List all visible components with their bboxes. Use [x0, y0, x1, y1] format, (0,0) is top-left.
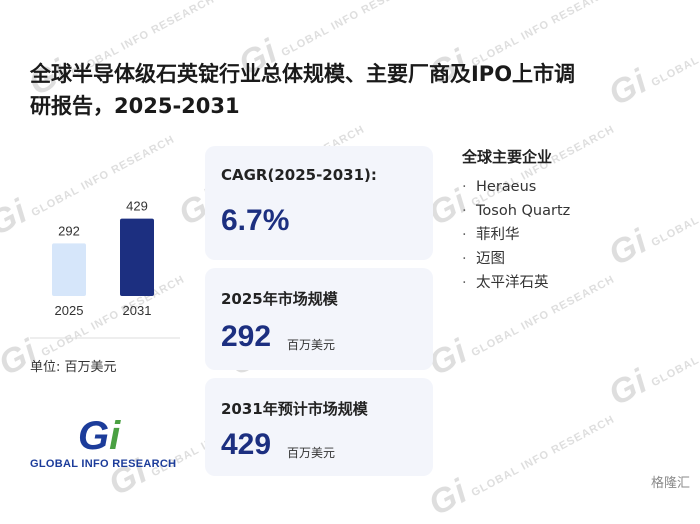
- companies-heading: 全球主要企业: [462, 148, 553, 166]
- page-title: 全球半导体级石英锭行业总体规模、主要厂商及IPO上市调 研报告，2025-203…: [30, 58, 670, 122]
- company-logo: Gi GLOBAL INFO RESEARCH: [30, 416, 180, 476]
- watermark: GiGLOBAL INFO RESEARCH: [602, 163, 700, 274]
- logo-text: GLOBAL INFO RESEARCH: [30, 458, 177, 470]
- market-2025-value: 292: [221, 320, 272, 353]
- cagr-value: 6.7%: [221, 204, 290, 237]
- company-item: · Tosoh Quartz: [462, 199, 570, 223]
- title-line-2: 研报告，2025-2031: [30, 94, 240, 118]
- company-item: · Heraeus: [462, 175, 570, 199]
- logo-mark-icon: Gi: [78, 414, 121, 458]
- cagr-card: CAGR(2025-2031): 6.7%: [205, 146, 433, 260]
- market-2031-card: 2031年预计市场规模 429 百万美元: [205, 378, 433, 476]
- company-name: 菲利华: [476, 227, 520, 243]
- companies-list: 全球主要企业 · Heraeus · Tosoh Quartz · 菲利华 · 迈图 ·…: [462, 146, 570, 295]
- title-line-1: 全球半导体级石英锭行业总体规模、主要厂商及IPO上市调: [30, 62, 576, 86]
- bar-value-label: 429: [126, 199, 148, 214]
- corner-watermark: 格隆汇: [650, 476, 690, 491]
- bar-chart-svg: 292 2025 429 2031: [30, 199, 180, 339]
- bullet-icon: ·: [462, 203, 467, 219]
- market-2031-value: 429: [221, 428, 272, 461]
- bar-chart: 292 2025 429 2031: [30, 180, 190, 340]
- bar-2031: [120, 218, 154, 296]
- company-item: · 迈图: [462, 247, 570, 271]
- market-2031-label: 2031年预计市场规模: [221, 400, 368, 418]
- bar-2025: [52, 243, 86, 296]
- bullet-icon: ·: [462, 251, 467, 267]
- x-tick-label: 2031: [123, 303, 152, 318]
- company-name: 太平洋石英: [476, 275, 549, 291]
- company-name: Tosoh Quartz: [476, 203, 571, 219]
- market-2025-card: 2025年市场规模 292 百万美元: [205, 268, 433, 370]
- market-2025-unit: 百万美元: [287, 338, 336, 352]
- bullet-icon: ·: [462, 227, 467, 243]
- bullet-icon: ·: [462, 275, 467, 291]
- watermark: GiGLOBAL INFO RESEARCH: [602, 303, 700, 414]
- company-name: Heraeus: [476, 179, 537, 195]
- unit-note: 单位: 百万美元: [30, 360, 117, 375]
- watermark: GiGLOBAL INFO RESEARCH: [422, 413, 617, 524]
- bar-value-label: 292: [58, 223, 80, 238]
- company-item: · 菲利华: [462, 223, 570, 247]
- cagr-label: CAGR(2025-2031):: [221, 166, 377, 184]
- company-item: · 太平洋石英: [462, 271, 570, 295]
- company-name: 迈图: [476, 251, 505, 267]
- bullet-icon: ·: [462, 179, 467, 195]
- market-2025-label: 2025年市场规模: [221, 290, 338, 308]
- market-2031-unit: 百万美元: [287, 446, 336, 460]
- x-tick-label: 2025: [55, 303, 84, 318]
